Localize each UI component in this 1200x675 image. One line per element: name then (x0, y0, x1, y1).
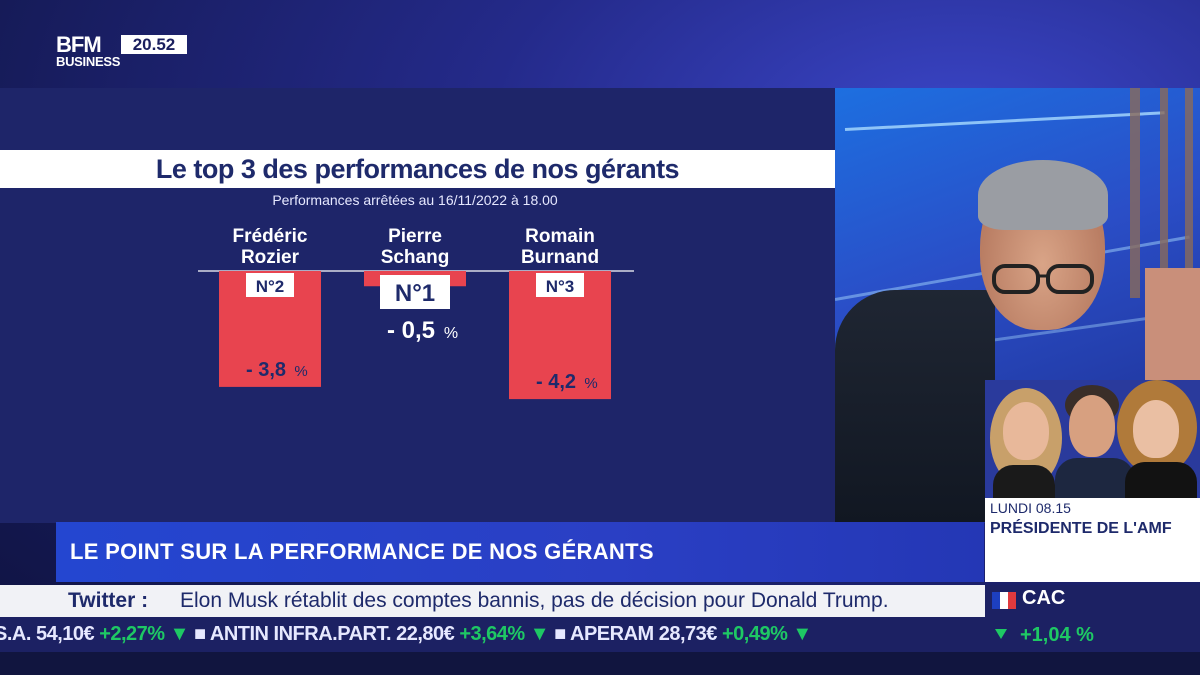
title-band (0, 150, 835, 188)
ticker-separator: ■ (549, 623, 571, 645)
guest-title: PRÉSIDENTE DE L'AMF (990, 520, 1172, 537)
index-change: +1,04 % (1020, 624, 1094, 646)
stock-price: 28,73€ (658, 623, 722, 645)
logo-bfm: BFM (56, 32, 102, 57)
ticker-separator: ■ (188, 623, 210, 645)
news-source: Twitter : (68, 589, 149, 612)
stock-change: +0,49% ▼ (721, 623, 812, 645)
presenter-hair (978, 160, 1108, 230)
news-text: Elon Musk rétablit des comptes bannis, p… (180, 589, 889, 612)
glasses (992, 264, 1094, 294)
stock-change: +2,27% ▼ (99, 623, 189, 645)
logo-business: BUSINESS (56, 54, 121, 69)
stock-name: S.A. (0, 623, 31, 645)
stock-name: ANTIN INFRA.PART. (209, 623, 397, 645)
presenter (835, 290, 995, 522)
stock-price: 54,10€ (35, 623, 100, 645)
stock-ticker (0, 617, 985, 652)
index-box (985, 585, 1200, 652)
guest-time: LUNDI 08.15 (990, 500, 1071, 516)
stock-name: APERAM (570, 623, 659, 645)
chart-subtitle: Performances arrêtées au 16/11/2022 à 18… (272, 192, 558, 208)
up-arrow-icon (995, 629, 1007, 639)
stock-ticker-items: S.A. 54,10€ +2,27% ▼ ■ ANTIN INFRA.PART.… (0, 617, 812, 652)
stock-change: +3,64% ▼ (459, 623, 550, 645)
lower-banner (56, 522, 984, 582)
clock: 20.52 (121, 35, 187, 54)
guest-info (985, 498, 1200, 582)
stock-price: 22,80€ (396, 623, 460, 645)
news-ticker (0, 585, 985, 617)
index-name: CAC (1022, 587, 1066, 609)
chart-title: Le top 3 des performances de nos gérants (155, 154, 680, 184)
headline: LE POINT SUR LA PERFORMANCE DE NOS GÉRAN… (70, 539, 654, 564)
channel-logo: BFM BUSINESS (56, 32, 121, 69)
france-flag-icon (992, 592, 1016, 609)
bottom-strip (0, 652, 1200, 675)
